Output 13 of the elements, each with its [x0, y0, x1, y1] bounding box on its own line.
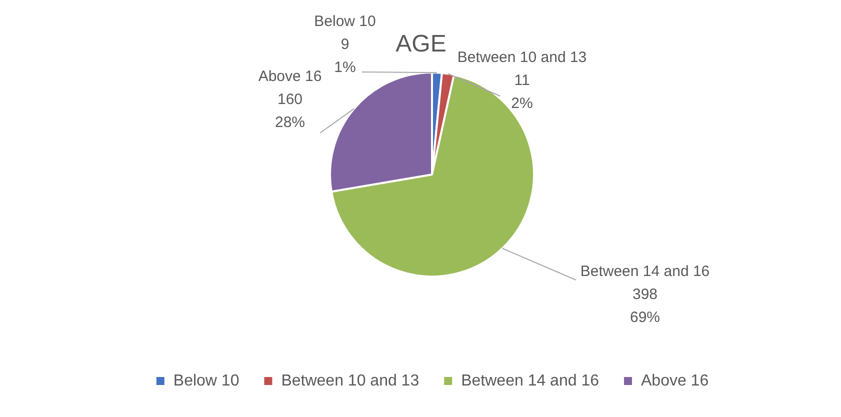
legend-label: Between 14 and 16 — [461, 372, 600, 390]
legend-label: Between 10 and 13 — [281, 372, 420, 390]
slice-label: Below 10 — [314, 13, 376, 30]
data-label: 9 1% — [334, 36, 356, 76]
legend-label: Above 16 — [640, 372, 709, 390]
data-label: 11 2% — [511, 72, 533, 112]
slice-label: Between 14 and 16 — [580, 263, 710, 280]
slice-label: Above 16 — [258, 68, 322, 86]
text: AGE — [396, 30, 446, 58]
data-label: 398 69% — [630, 286, 660, 326]
slice-label: Between 10 and 13 — [457, 49, 587, 66]
legend-label: Below 10 — [173, 372, 240, 390]
data-label: 160 28% — [274, 91, 306, 132]
